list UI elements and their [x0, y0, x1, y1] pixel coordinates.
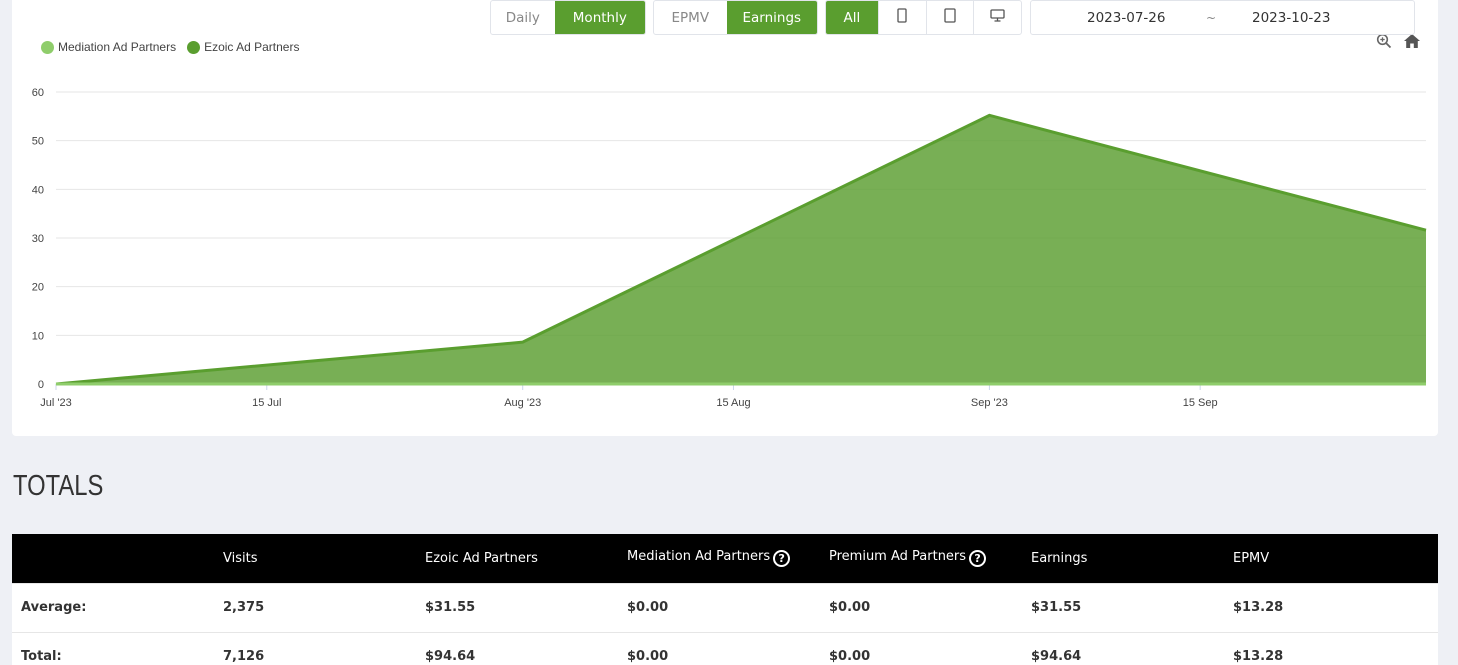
table-row: Total: 7,126 $94.64 $0.00 $0.00 $94.64 $…	[12, 631, 1438, 665]
cell-earnings: $94.64	[1022, 631, 1224, 665]
daily-button[interactable]: Daily	[505, 9, 540, 26]
y-tick-label: 40	[32, 184, 44, 196]
series-line	[55, 113, 1427, 386]
legend-marker-ezoic	[187, 40, 201, 54]
y-tick-label: 10	[32, 330, 44, 342]
x-tick-label: 15 Sep	[1183, 397, 1218, 409]
cell-epmv: $13.28	[1224, 582, 1438, 632]
monthly-button[interactable]: Monthly	[554, 1, 645, 34]
cell-premium: $0.00	[820, 631, 1022, 665]
col-header-ezoic: Ezoic Ad Partners	[416, 534, 618, 583]
earnings-chart-card: 0 10 20 30 40 50 60 Jul '23 15 Jul Aug '23 15 Aug S…	[12, 0, 1438, 436]
date-from-field[interactable]: 2023-07-26	[1087, 9, 1166, 26]
x-tick-label: Jul '23	[40, 397, 71, 409]
table-row: Average: 2,375 $31.55 $0.00 $0.00 $31.55…	[12, 582, 1438, 632]
y-tick-label: 30	[32, 233, 44, 245]
legend-label-ezoic: Ezoic Ad Partners	[204, 40, 300, 54]
help-icon[interactable]: ?	[773, 550, 791, 568]
cell-epmv: $13.28	[1224, 631, 1438, 665]
mobile-icon	[897, 8, 907, 27]
cell-ezoic: $31.55	[416, 582, 618, 632]
help-icon[interactable]: ?	[969, 550, 987, 568]
col-header-mediation-label: Mediation Ad Partners	[627, 549, 771, 565]
mobile-button[interactable]	[877, 1, 926, 34]
y-tick-label: 60	[32, 87, 44, 99]
totals-header-row: Visits Ezoic Ad Partners Mediation Ad Pa…	[12, 534, 1438, 583]
cell-ezoic: $94.64	[416, 631, 618, 665]
period-toggle: Daily Monthly	[490, 0, 646, 35]
y-tick-label: 50	[32, 136, 44, 148]
totals-table: Visits Ezoic Ad Partners Mediation Ad Pa…	[12, 534, 1438, 665]
date-range-picker[interactable]: 2023-07-26 ~ 2023-10-23	[1030, 0, 1415, 35]
legend-label-mediation: Mediation Ad Partners	[58, 40, 177, 54]
cell-mediation: $0.00	[618, 631, 820, 665]
tablet-button[interactable]	[925, 1, 974, 34]
cell-mediation: $0.00	[618, 582, 820, 632]
legend-item-mediation[interactable]: Mediation Ad Partners	[41, 40, 176, 54]
col-header-visits: Visits	[214, 534, 416, 583]
tablet-icon	[944, 8, 956, 27]
col-header-label	[12, 534, 214, 583]
totals-heading: TOTALS	[13, 470, 104, 502]
date-separator: ~	[1206, 10, 1217, 25]
cell-visits: 7,126	[214, 631, 416, 665]
x-tick-label: 15 Jul	[252, 397, 281, 409]
home-icon[interactable]	[1403, 32, 1421, 50]
x-tick-label: 15 Aug	[716, 397, 750, 409]
col-header-earnings: Earnings	[1022, 534, 1224, 583]
chart-legend: Mediation Ad Partners Ezoic Ad Partners	[41, 40, 310, 54]
col-header-premium: Premium Ad Partners?	[820, 534, 1022, 583]
row-label: Total:	[12, 631, 214, 665]
metric-toggle: EPMV Earnings	[653, 0, 818, 35]
legend-item-ezoic[interactable]: Ezoic Ad Partners	[187, 40, 299, 54]
all-devices-button[interactable]: All	[826, 1, 878, 34]
device-toggle: All	[825, 0, 1022, 35]
desktop-button[interactable]	[973, 1, 1021, 34]
cell-visits: 2,375	[214, 582, 416, 632]
desktop-icon	[990, 9, 1005, 26]
epmv-button[interactable]: EPMV	[671, 9, 710, 26]
earnings-area-chart: 0 10 20 30 40 50 60 Jul '23 15 Jul Aug '23 15 Aug S…	[32, 87, 1427, 409]
col-header-premium-label: Premium Ad Partners	[829, 549, 967, 565]
col-header-epmv: EPMV	[1224, 534, 1438, 583]
legend-marker-mediation	[41, 40, 54, 54]
cell-premium: $0.00	[820, 582, 1022, 632]
earnings-button[interactable]: Earnings	[726, 1, 817, 34]
col-header-mediation: Mediation Ad Partners?	[618, 534, 820, 583]
x-tick-label: Aug '23	[504, 397, 541, 409]
cell-earnings: $31.55	[1022, 582, 1224, 632]
y-tick-label: 20	[32, 282, 44, 294]
row-label: Average:	[12, 582, 214, 632]
y-tick-label: 0	[38, 379, 44, 391]
area-series	[56, 115, 1426, 385]
x-tick-label: Sep '23	[971, 397, 1008, 409]
date-to-field[interactable]: 2023-10-23	[1252, 9, 1331, 26]
